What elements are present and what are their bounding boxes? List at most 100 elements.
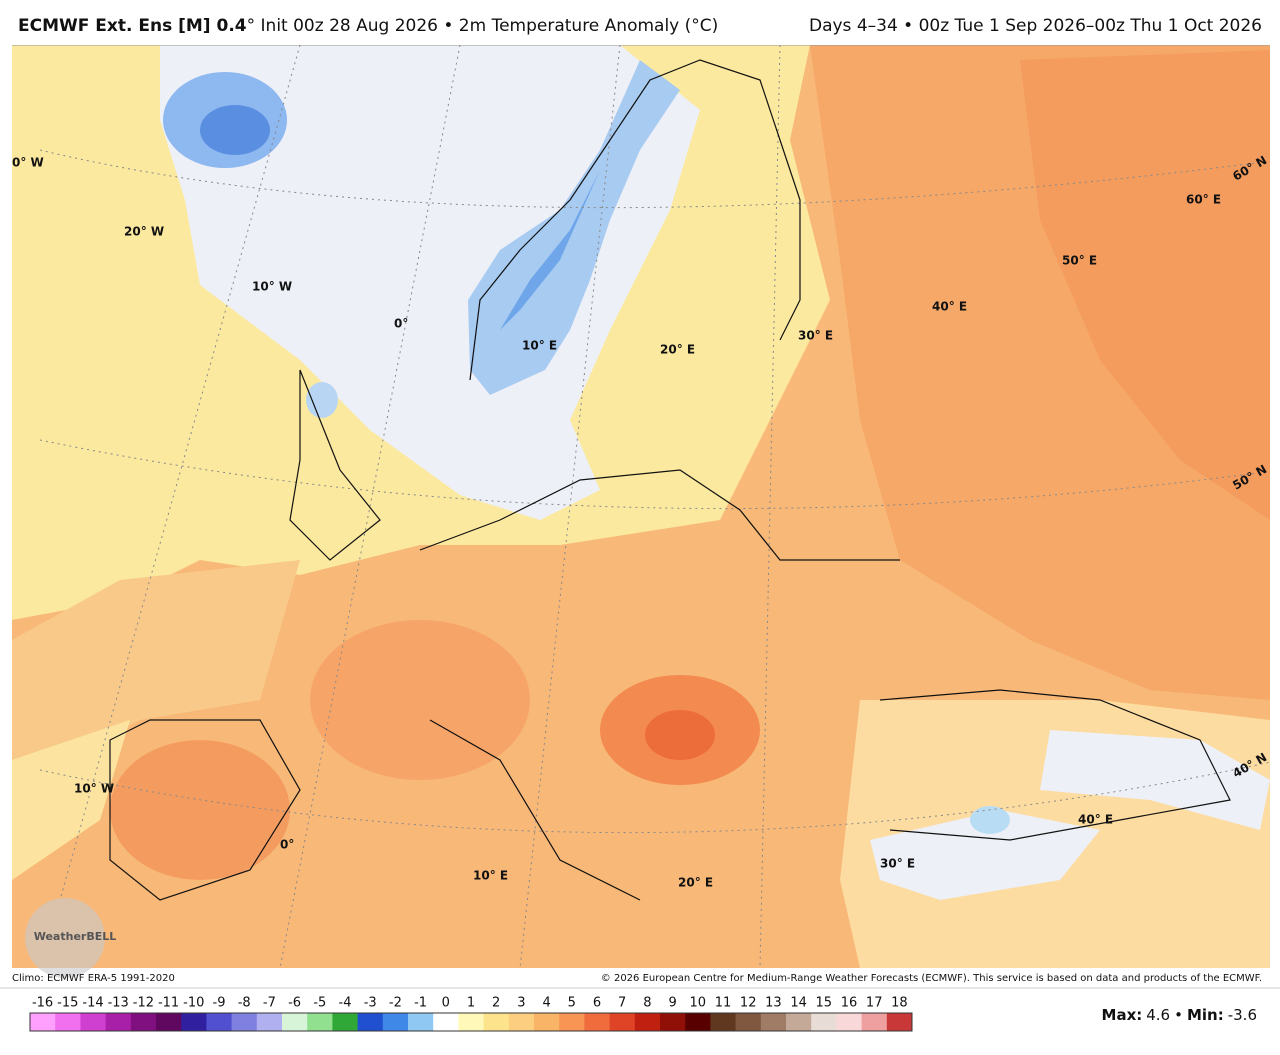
colorbar-swatch [760, 1013, 787, 1031]
graticule-line [39, 761, 1270, 834]
anomaly-neutral-blacksea [1040, 730, 1270, 830]
map-label: 0° [280, 838, 294, 852]
colorbar-tick-label: -12 [133, 996, 154, 1011]
colorbar-tick-label: 7 [618, 996, 626, 1011]
title: ECMWF Ext. Ens [M] 0.4° Init 00z 28 Aug … [18, 16, 718, 36]
map-label: 0° [394, 317, 408, 331]
anomaly-orange-spain [110, 740, 290, 880]
colorbar-swatch [458, 1013, 485, 1031]
anomaly-light-orange [12, 560, 300, 760]
copyright: © 2026 European Centre for Medium-Range … [601, 973, 1262, 984]
anomaly-orange-east-core [1020, 50, 1270, 520]
colorbar-swatch [357, 1013, 384, 1031]
colorbar-tick-label: 11 [715, 996, 732, 1011]
map-label: 10° E [473, 869, 508, 883]
colorbar-tick-label: 3 [517, 996, 525, 1011]
colorbar-swatch [30, 1013, 56, 1031]
map-label: 0° W [12, 156, 44, 170]
colorbar-swatch [55, 1013, 81, 1031]
map-label: 30° E [880, 857, 915, 871]
colorbar-swatch [886, 1013, 913, 1031]
colorbar-swatch [408, 1013, 434, 1031]
map-label: 10° E [522, 339, 557, 353]
colorbar-frame [29, 1012, 913, 1032]
colorbar-swatch [735, 1013, 762, 1031]
colorbar-swatch [307, 1013, 333, 1031]
min-label: Min: [1187, 1006, 1224, 1024]
anomaly-neutral-sea [160, 45, 700, 520]
colorbar-swatch [786, 1013, 812, 1031]
title-bold: ECMWF Ext. Ens [M] 0.4 [18, 16, 247, 36]
map-label: 50° E [1062, 254, 1097, 268]
map: 0° W 20° W 10° W 0° 10° E 20° E 30° E 40° E 50° … [12, 45, 1270, 978]
max-value: 4.6 [1146, 1006, 1170, 1024]
map-label: 10° W [74, 782, 114, 796]
colorbar-tick-label: -4 [339, 996, 352, 1011]
colorbar-tick-label: 10 [690, 996, 707, 1011]
colorbar-swatch [811, 1013, 837, 1031]
anomaly-orange-france [310, 620, 530, 780]
colorbar-tick-label: 14 [790, 996, 807, 1011]
colorbar-swatch [483, 1013, 510, 1031]
colorbar-tick-label: -2 [389, 996, 402, 1011]
colorbar-tick-label: 6 [593, 996, 601, 1011]
colorbar-swatch [382, 1013, 409, 1031]
colorbar-tick-label: 12 [740, 996, 757, 1011]
anomaly-red-hungary [645, 710, 715, 760]
colorbar-swatch [256, 1013, 283, 1031]
colorbar-tick-label: -8 [238, 996, 251, 1011]
logo-mark [25, 898, 105, 978]
colorbar-swatch [156, 1013, 182, 1031]
separator: • [1174, 1006, 1183, 1024]
graticule-line [39, 149, 1270, 209]
colorbar-tick-label: 4 [542, 996, 550, 1011]
climo-note: Climo: ECMWF ERA-5 1991-2020 [12, 973, 175, 984]
colorbar-swatch [508, 1013, 535, 1031]
anomaly-yellow-sw [12, 720, 130, 880]
anomaly-blue-iceland-core [200, 105, 270, 155]
colorbar-tick-label: -10 [183, 996, 204, 1011]
colorbar-tick-label: 5 [568, 996, 576, 1011]
colorbar-tick-label: -9 [213, 996, 226, 1011]
colorbar-swatch [231, 1013, 258, 1031]
colorbar-tick-label: -14 [82, 996, 103, 1011]
colorbar-tick-label: -15 [57, 996, 78, 1011]
colorbar-tick-label: 17 [866, 996, 883, 1011]
colorbar-tick-label: 1 [467, 996, 475, 1011]
title-rest: ° Init 00z 28 Aug 2026 • 2m Temperature … [247, 16, 719, 36]
colorbar-tick-label: 2 [492, 996, 500, 1011]
colorbar-swatch [660, 1013, 686, 1031]
anomaly-neutral-turkey [870, 810, 1100, 900]
colorbar-swatch [181, 1013, 207, 1031]
graticule [39, 45, 1270, 968]
coastline [429, 719, 641, 901]
map-label: 30° E [798, 329, 833, 343]
colorbar-tick-label: 0 [442, 996, 450, 1011]
logo-text: WeatherBELL [34, 930, 117, 943]
colorbar-tick-label: -11 [158, 996, 179, 1011]
colorbar-swatch [433, 1013, 459, 1031]
colorbar-swatch [584, 1013, 611, 1031]
colorbar-swatch [634, 1013, 661, 1031]
colorbar-tick-label: -7 [263, 996, 276, 1011]
colorbar-swatch [710, 1013, 737, 1031]
colorbar-tick-label: -13 [108, 996, 129, 1011]
graticule-line [279, 45, 461, 968]
colorbar-tick-label: 15 [816, 996, 833, 1011]
colorbar-swatch [609, 1013, 636, 1031]
colorbar-tick-label: 16 [841, 996, 858, 1011]
colorbar-tick-label: 9 [668, 996, 676, 1011]
colorbar-swatch [685, 1013, 711, 1031]
map-label: 60° E [1186, 193, 1221, 207]
anomaly-blue-scotland [306, 382, 338, 418]
colorbar-swatch [534, 1013, 560, 1031]
min-value: -3.6 [1228, 1006, 1257, 1024]
colorbar: -16 -15 -14 -13 -12 -11 -10 -9 -8 -7 -6 -5 -4 -3 -2 -1 0… [29, 996, 913, 1032]
coastline [879, 689, 1231, 841]
coastline [419, 469, 900, 561]
max-label: Max: [1102, 1006, 1143, 1024]
coastline [109, 719, 301, 901]
graticule-line [59, 45, 301, 901]
